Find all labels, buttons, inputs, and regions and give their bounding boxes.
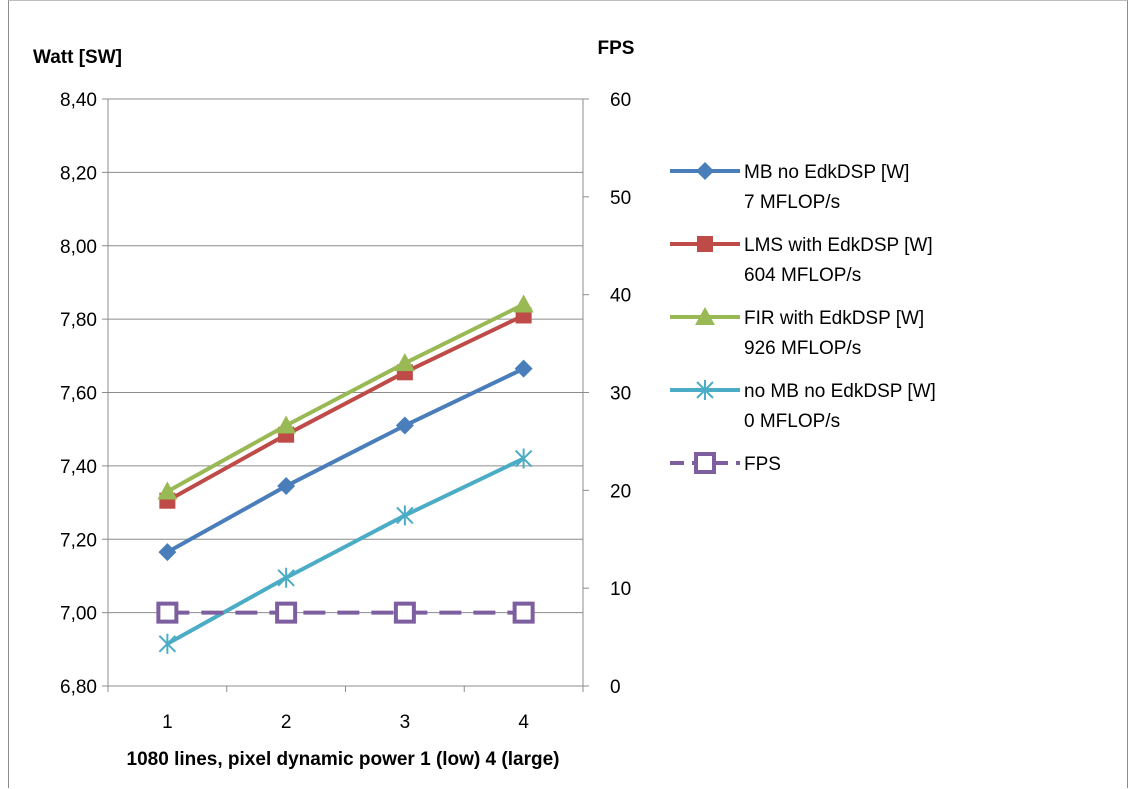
legend-marker bbox=[696, 162, 714, 180]
data-point bbox=[513, 294, 534, 313]
data-point bbox=[514, 359, 533, 378]
chart-frame bbox=[8, 0, 1128, 788]
legend-label: MB no EdkDSP [W] bbox=[744, 162, 909, 183]
series-2 bbox=[157, 294, 534, 500]
series-3 bbox=[158, 448, 533, 654]
legend-marker bbox=[696, 380, 714, 400]
x-tick-label: 3 bbox=[400, 712, 411, 733]
data-point bbox=[277, 477, 296, 496]
tick-labels: 6,80 7,00 7,20 7,40 7,60 7,80 8,00 8,20 8,40 0 10 2… bbox=[60, 90, 631, 733]
y-axis-left-title: Watt [SW] bbox=[33, 47, 122, 68]
axes bbox=[102, 98, 589, 692]
legend-item: no MB no EdkDSP [W] 0 MFLOP/s bbox=[670, 380, 936, 432]
legend-item: FIR with EdkDSP [W] 926 MFLOP/s bbox=[670, 307, 924, 359]
data-point bbox=[514, 448, 533, 469]
legend-label: FPS bbox=[744, 454, 781, 475]
y-right-tick-label: 0 bbox=[610, 677, 621, 698]
y-left-tick-label: 8,40 bbox=[60, 90, 97, 111]
legend-marker bbox=[695, 307, 715, 325]
legend-item: MB no EdkDSP [W] 7 MFLOP/s bbox=[670, 162, 909, 213]
y-right-tick-label: 30 bbox=[610, 384, 631, 405]
y-left-tick-label: 7,80 bbox=[60, 310, 97, 331]
legend-label: LMS with EdkDSP [W] bbox=[744, 235, 933, 256]
y-axis-right-title: FPS bbox=[598, 38, 635, 59]
y-left-tick-label: 7,20 bbox=[60, 530, 97, 551]
series-line bbox=[166, 456, 525, 646]
legend-sublabel: 926 MFLOP/s bbox=[744, 338, 861, 359]
series-line bbox=[166, 313, 525, 503]
series-line bbox=[166, 366, 525, 554]
data-point bbox=[394, 353, 415, 372]
x-axis-title: 1080 lines, pixel dynamic power 1 (low) … bbox=[127, 749, 560, 770]
y-right-tick-label: 20 bbox=[610, 481, 631, 502]
legend-label: FIR with EdkDSP [W] bbox=[744, 308, 924, 329]
y-left-tick-label: 7,60 bbox=[60, 384, 97, 405]
x-tick-label: 2 bbox=[281, 712, 292, 733]
data-point bbox=[275, 601, 298, 624]
data-point bbox=[157, 481, 178, 500]
series-1 bbox=[159, 307, 532, 509]
series-4 bbox=[156, 601, 535, 624]
series-line bbox=[166, 302, 525, 494]
legend-sublabel: 0 MFLOP/s bbox=[744, 411, 840, 432]
legend-sublabel: 7 MFLOP/s bbox=[744, 192, 840, 213]
x-tick-label: 1 bbox=[162, 712, 173, 733]
legend-item: LMS with EdkDSP [W] 604 MFLOP/s bbox=[670, 235, 933, 286]
legend-marker bbox=[694, 452, 716, 474]
y-left-tick-label: 6,80 bbox=[60, 677, 97, 698]
data-point bbox=[276, 415, 297, 434]
y-left-tick-label: 8,20 bbox=[60, 163, 97, 184]
data-point bbox=[277, 567, 295, 588]
data-point bbox=[158, 543, 177, 562]
y-right-tick-label: 60 bbox=[610, 90, 631, 111]
legend: MB no EdkDSP [W] 7 MFLOP/s LMS with EdkDSP… bbox=[670, 162, 936, 475]
data-point bbox=[393, 601, 416, 624]
y-left-tick-label: 8,00 bbox=[60, 237, 97, 258]
y-right-tick-label: 40 bbox=[610, 286, 631, 307]
data-point bbox=[512, 601, 535, 624]
y-right-tick-label: 50 bbox=[610, 188, 631, 209]
y-right-tick-label: 10 bbox=[610, 579, 631, 600]
y-left-tick-label: 7,00 bbox=[60, 604, 97, 625]
y-left-tick-label: 7,40 bbox=[60, 457, 97, 478]
series-0 bbox=[158, 359, 533, 562]
data-point bbox=[396, 505, 414, 526]
series-layer bbox=[156, 294, 535, 654]
data-point bbox=[158, 633, 177, 654]
x-tick-label: 4 bbox=[518, 712, 529, 733]
legend-sublabel: 604 MFLOP/s bbox=[744, 265, 861, 286]
gridlines bbox=[108, 98, 583, 614]
data-point bbox=[156, 601, 179, 624]
data-point bbox=[395, 416, 414, 435]
legend-label: no MB no EdkDSP [W] bbox=[744, 381, 936, 402]
legend-item: FPS bbox=[670, 452, 781, 475]
legend-marker bbox=[697, 236, 713, 252]
